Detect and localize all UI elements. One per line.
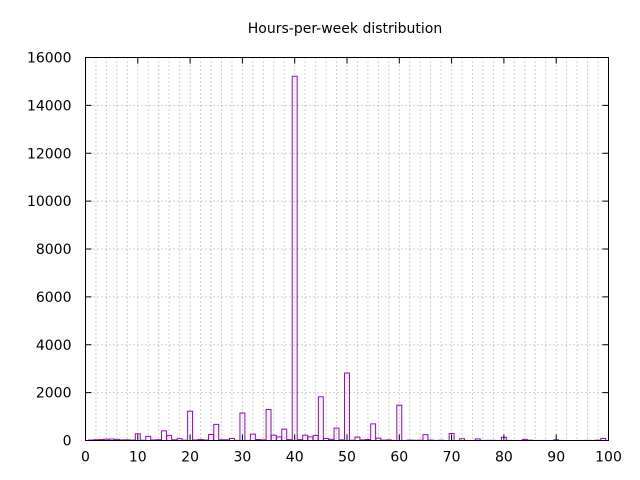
x-tick-label: 50 [338,450,356,466]
bar [307,436,314,441]
y-tick-label: 6000 [36,290,72,306]
bar [160,430,167,442]
bar [249,433,256,442]
bar [276,436,282,442]
y-tick-label: 16000 [27,51,72,67]
y-tick-label: 12000 [27,146,72,162]
x-tick-label: 60 [390,450,408,466]
bar [370,423,377,442]
y-tick-label: 0 [63,434,72,450]
y-tick-label: 10000 [27,194,72,210]
y-tick-label: 4000 [36,338,72,354]
x-tick-label: 0 [81,450,90,466]
bar [213,423,220,441]
x-tick-label: 30 [233,450,251,466]
x-tick-label: 70 [443,450,461,466]
x-tick-label: 40 [286,450,304,466]
x-tick-label: 80 [495,450,513,466]
bar [281,428,288,441]
bar [265,408,272,442]
grid-lines [85,57,609,441]
y-tick-label: 8000 [36,242,72,258]
bar [422,434,429,441]
plot-frame [85,57,609,441]
x-tick-label: 10 [129,450,147,466]
x-tick-label: 90 [547,450,565,466]
chart-title: Hours-per-week distribution [248,21,443,37]
y-tick-label: 14000 [27,98,72,114]
axis-ticks: 0 10 20 30 40 50 60 70 80 90 100 0 2000 4000 6000 8000 1… [27,51,622,466]
bar [208,433,214,441]
x-tick-label: 100 [595,450,622,466]
x-tick-label: 20 [181,450,199,466]
y-tick-label: 2000 [36,386,72,402]
bar [317,396,324,442]
